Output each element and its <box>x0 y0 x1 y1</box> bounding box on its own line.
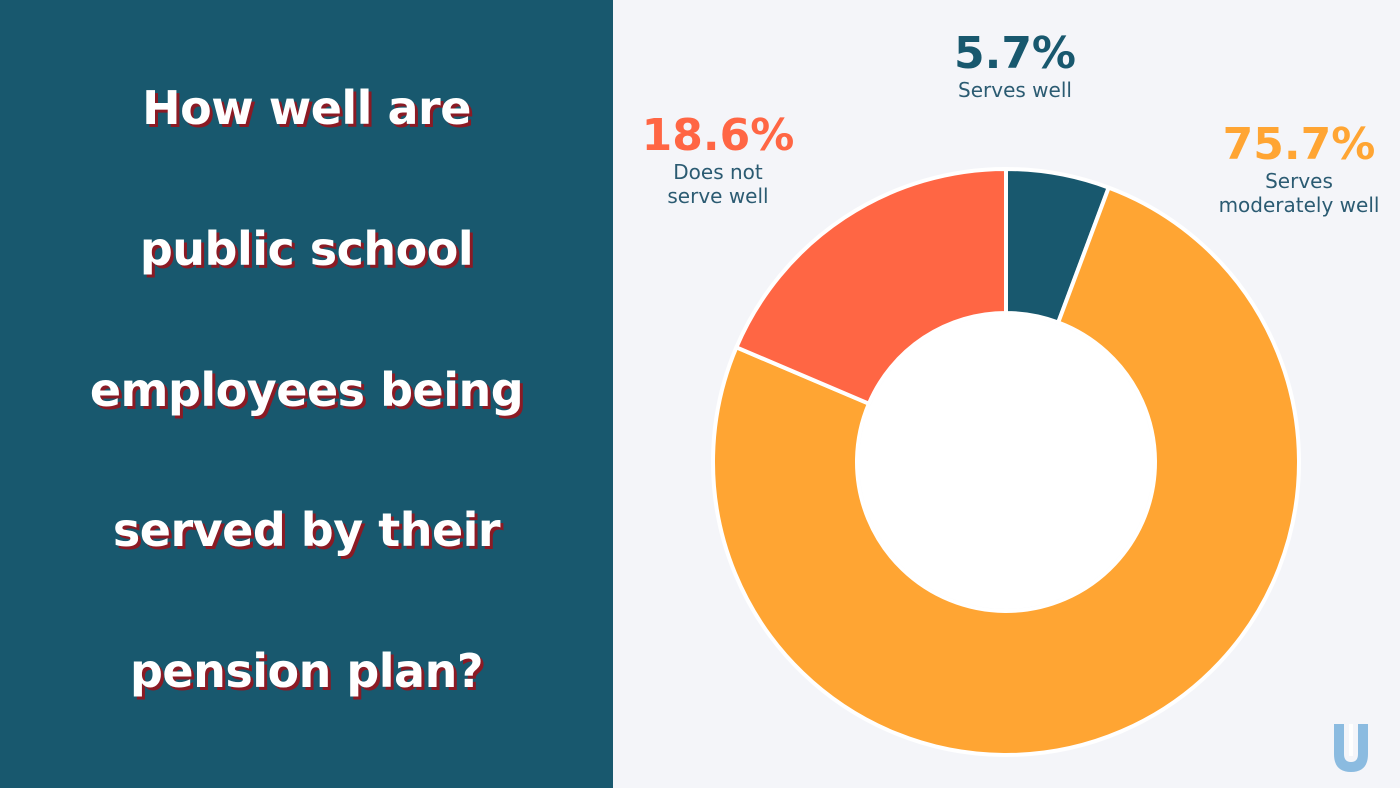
title-line-2: public school <box>139 222 474 276</box>
title-line-4: served by their <box>112 503 501 557</box>
slice-does-not-serve-well <box>734 167 1008 406</box>
title-line-1: How well are <box>142 81 471 135</box>
donut-hole <box>859 315 1153 609</box>
slice-serves-moderately-well <box>711 185 1301 757</box>
label-does-not-serve-well: 18.6% Does not serve well <box>638 110 798 209</box>
desc-does-not-serve-well-2: serve well <box>667 184 769 208</box>
label-serves-moderately-well: 75.7% Serves moderately well <box>1199 119 1399 218</box>
pct-serves-well: 5.7% <box>953 28 1077 79</box>
pct-does-not-serve-well: 18.6% <box>641 110 795 161</box>
title-line-5: pension plan? <box>129 644 484 698</box>
title-panel: How well are public school employees bei… <box>0 0 613 788</box>
u-logo-icon <box>1334 724 1368 772</box>
desc-serves-well-1: Serves well <box>958 78 1072 102</box>
title-line-3: employees being <box>89 363 524 417</box>
desc-serves-moderately-well-2: moderately well <box>1218 193 1380 217</box>
desc-does-not-serve-well-1: Does not <box>673 160 763 184</box>
label-serves-well: 5.7% Serves well <box>930 28 1100 103</box>
desc-serves-moderately-well-1: Serves <box>1265 169 1333 193</box>
donut-chart <box>711 167 1301 757</box>
chart-panel <box>613 0 1400 788</box>
pct-serves-moderately-well: 75.7% <box>1222 119 1376 170</box>
